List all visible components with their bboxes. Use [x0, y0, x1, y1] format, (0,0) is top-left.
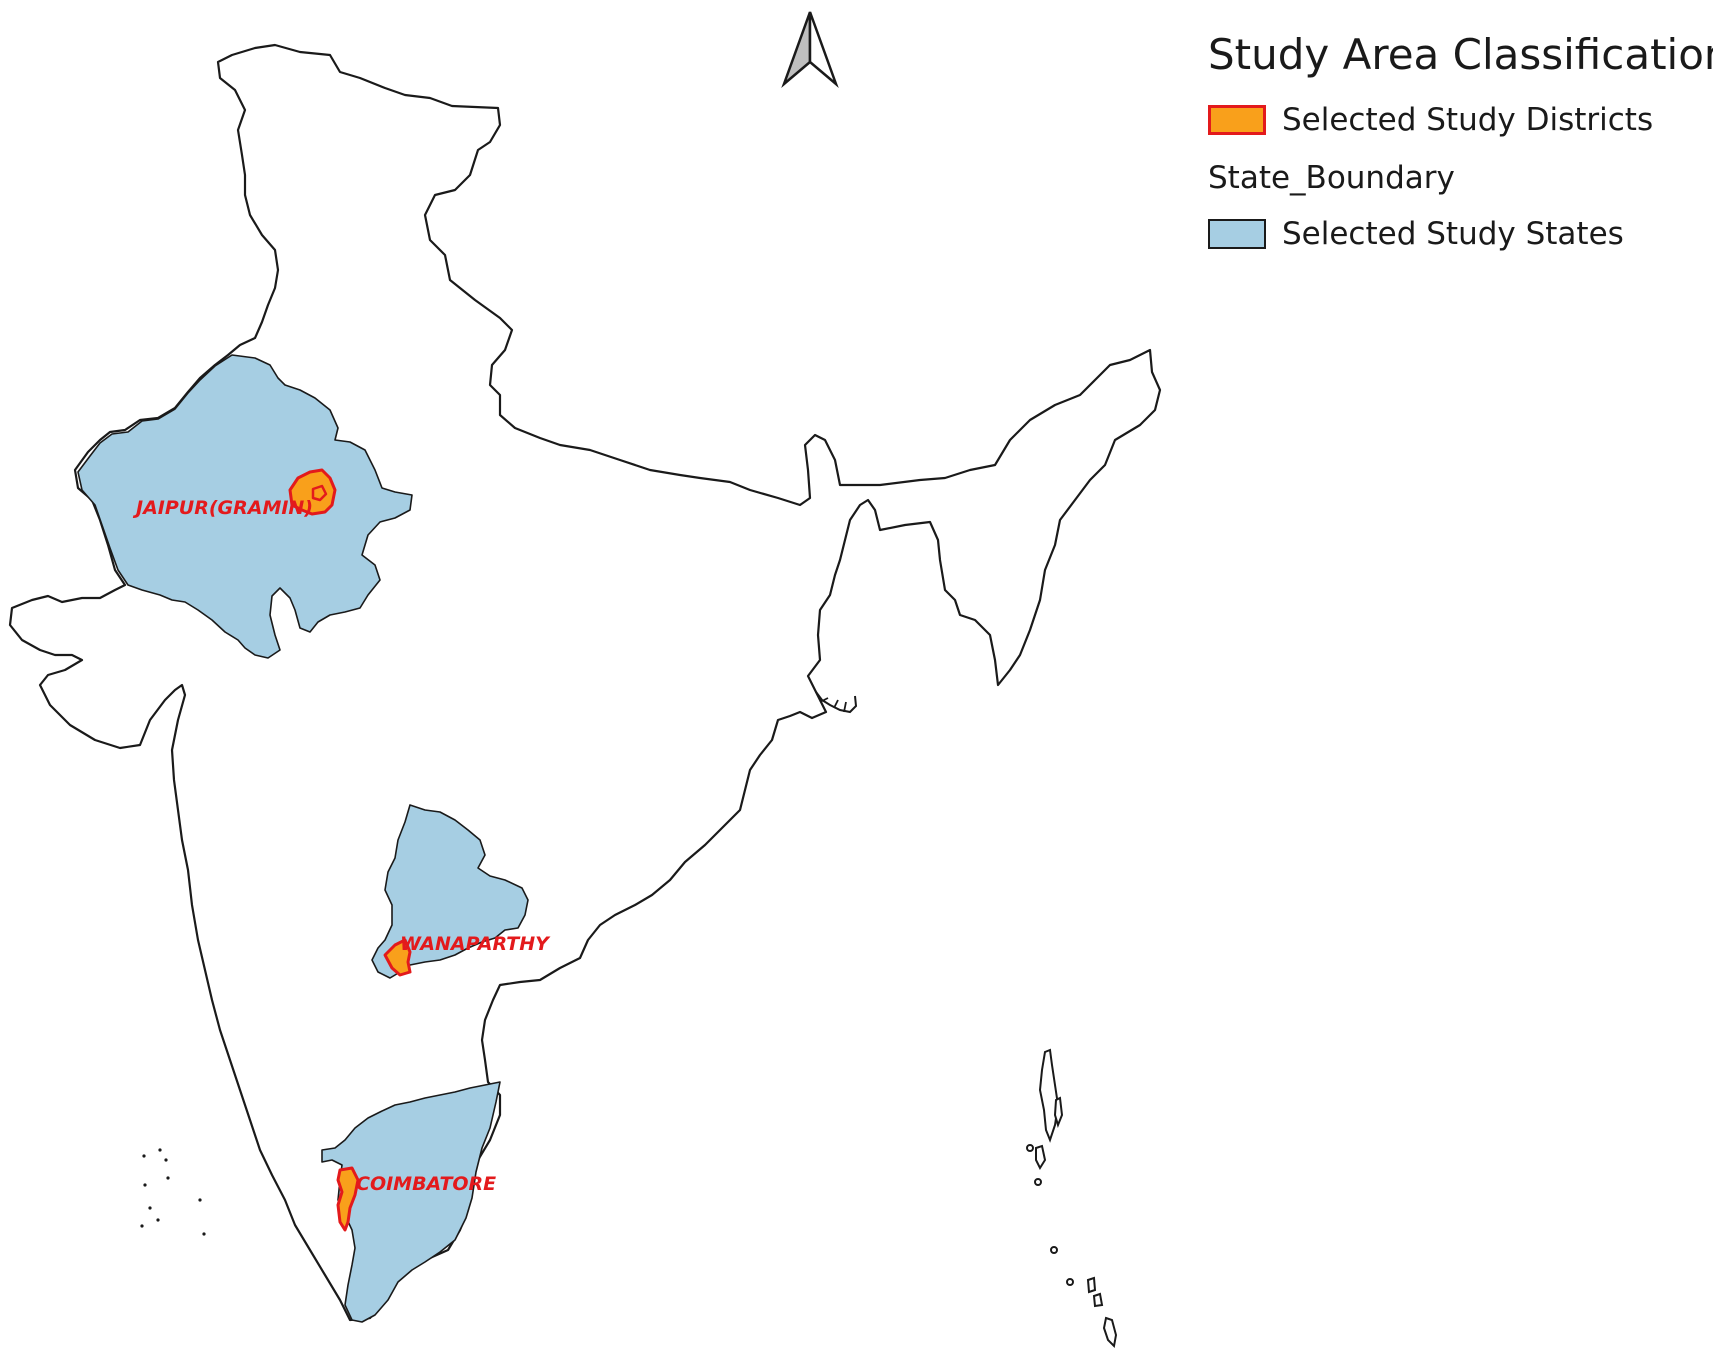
state-telangana	[371, 804, 529, 979]
district-wanaparthy	[383, 938, 412, 977]
label-wanaparthy: WANAPARTHY	[400, 933, 551, 955]
state-rajasthan	[77, 354, 413, 659]
legend-title: Study Area Classification	[1208, 30, 1713, 79]
district-coimbatore	[336, 1166, 360, 1232]
label-coimbatore: COIMBATORE	[356, 1173, 496, 1195]
legend-item-states: Selected Study States	[1208, 210, 1703, 258]
district-jaipur-inner	[311, 484, 328, 502]
district-swatch	[1208, 105, 1266, 135]
legend-group-header: State_Boundary	[1208, 160, 1455, 196]
legend-item-label: Selected Study Districts	[1282, 102, 1654, 138]
legend-item-label: Selected Study States	[1282, 216, 1624, 252]
india-outline	[8, 43, 1162, 1322]
state-tamil-nadu	[321, 1081, 501, 1323]
state-swatch	[1208, 219, 1266, 249]
sundarbans-coast	[815, 691, 858, 714]
map-legend: Study Area Classification Selected Study…	[1208, 28, 1713, 268]
label-jaipur-gramin: JAIPUR(GRAMIN)	[132, 497, 313, 519]
andaman-nicobar-islands	[1026, 1048, 1118, 1349]
lakshadweep-islands	[140, 1148, 206, 1236]
north-arrow-icon	[781, 11, 839, 88]
legend-item-districts: Selected Study Districts	[1208, 96, 1703, 144]
